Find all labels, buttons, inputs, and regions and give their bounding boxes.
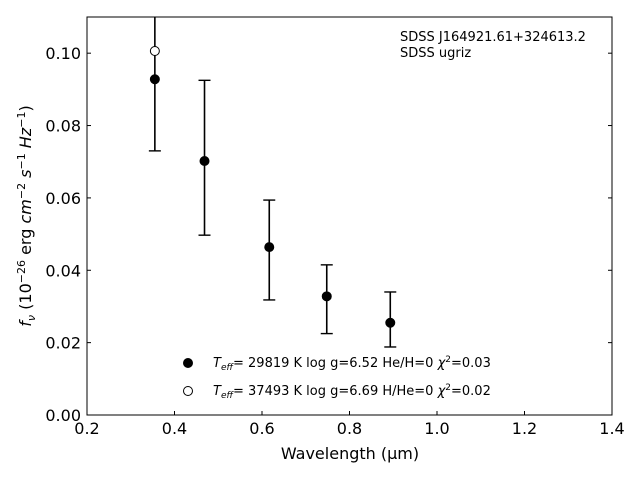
y-axis-label: fν (10−26 erg cm−2 s−1 Hz−1) — [15, 105, 38, 326]
y-tick-label: 0.02 — [45, 334, 81, 353]
data-point-filled — [149, 74, 160, 85]
data-points — [149, 46, 396, 328]
x-tick-label: 0.8 — [337, 419, 362, 438]
axis-ticks: 0.2 0.4 0.6 0.8 1.0 1.2 1.4 0.00 0.02 0.04 0.06 0.0… — [45, 44, 624, 438]
legend: Teff= 29819 K log g=6.52 He/H=0 χ2=0.03 … — [183, 355, 491, 401]
x-axis-label: Wavelength (μm) — [281, 444, 419, 463]
x-tick-label: 1.0 — [424, 419, 449, 438]
data-point-filled — [264, 242, 275, 253]
x-tick-label: 1.2 — [512, 419, 537, 438]
annotation-survey: SDSS ugriz — [400, 46, 471, 61]
y-tick-label: 0.00 — [45, 406, 81, 425]
y-tick-label: 0.06 — [45, 189, 81, 208]
data-point-filled — [385, 317, 396, 328]
x-tick-label: 1.4 — [599, 419, 624, 438]
y-tick-label: 0.10 — [45, 44, 81, 63]
y-tick-label: 0.08 — [45, 117, 81, 136]
data-point-filled — [321, 291, 332, 302]
legend-entry-1: Teff= 29819 K log g=6.52 He/H=0 χ2=0.03 — [213, 355, 491, 373]
legend-marker-open — [183, 386, 193, 396]
legend-marker-filled — [183, 358, 193, 368]
x-tick-label: 0.4 — [162, 419, 187, 438]
data-point-open — [149, 46, 160, 57]
error-bars — [148, 17, 397, 348]
legend-entry-2: Teff= 37493 K log g=6.69 H/He=0 χ2=0.02 — [213, 383, 491, 401]
y-tick-label: 0.04 — [45, 261, 81, 280]
x-tick-label: 0.2 — [74, 419, 99, 438]
annotation-object-name: SDSS J164921.61+324613.2 — [400, 30, 586, 45]
data-point-filled — [199, 156, 210, 167]
x-tick-label: 0.6 — [249, 419, 274, 438]
